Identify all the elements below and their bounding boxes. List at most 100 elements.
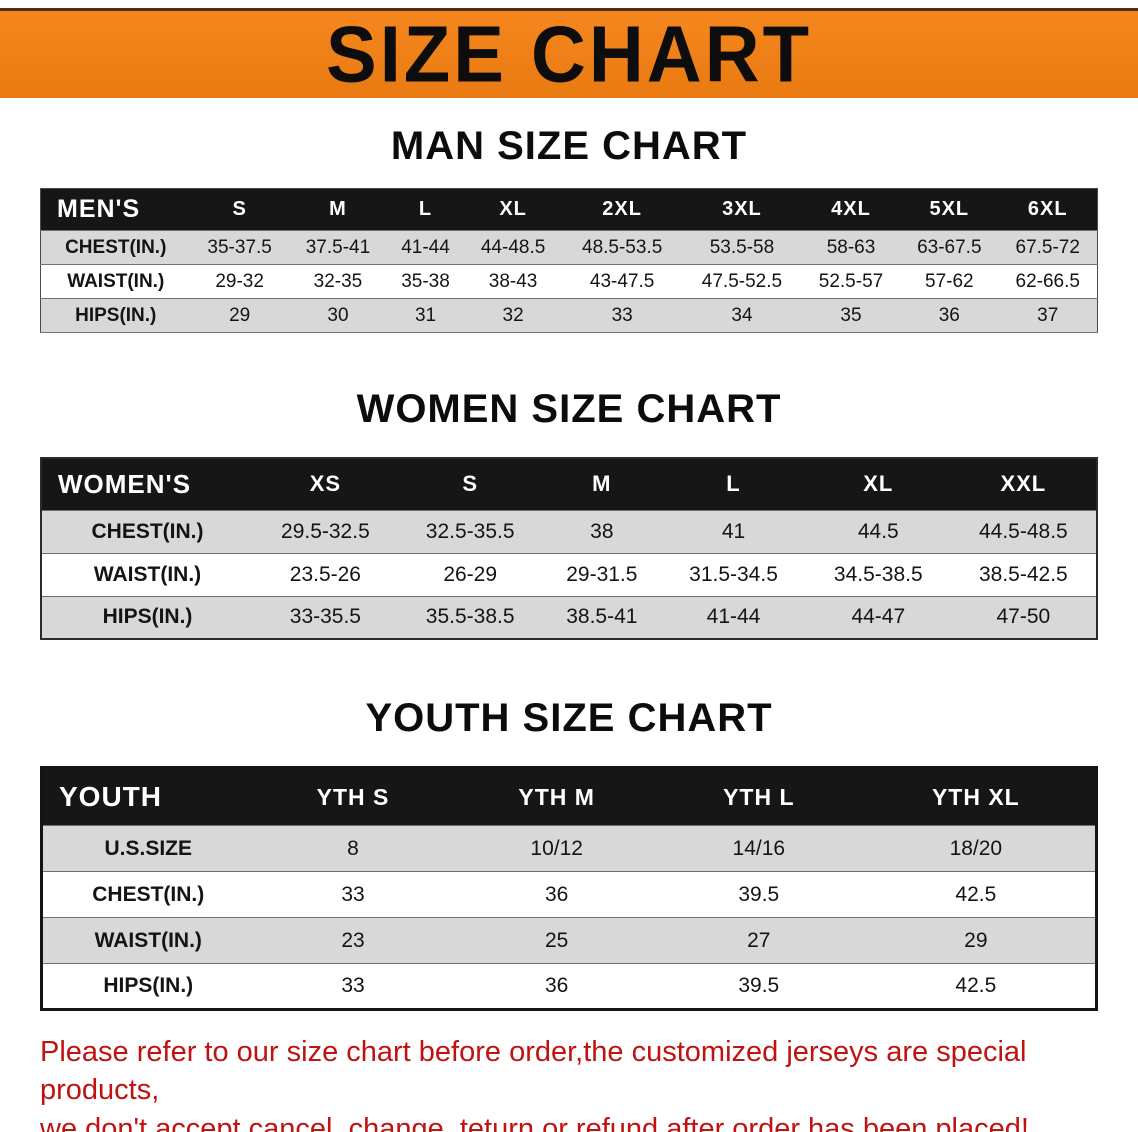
size-header-cell: 5XL bbox=[900, 188, 999, 231]
row-label-cell: U.S.SIZE bbox=[104, 836, 193, 860]
value-cell: 63-67.5 bbox=[917, 236, 982, 258]
table-row: WAIST(IN.) 23.5-26 26-29 29-31.5 31.5-34.5 34… bbox=[41, 553, 1097, 596]
size-header-cell: L bbox=[387, 188, 464, 231]
size-header-cell: YTH M bbox=[452, 767, 661, 826]
row-label-cell: HIPS(IN.) bbox=[75, 304, 157, 326]
size-header-cell: YTH S bbox=[253, 767, 453, 826]
value-cell: 47.5-52.5 bbox=[701, 270, 783, 292]
page-title: SIZE CHART bbox=[326, 9, 812, 99]
value-cell: 35 bbox=[840, 304, 862, 326]
size-header-cell: L bbox=[661, 458, 806, 510]
men-size-table: MEN'S S M L XL 2XL 3XL 4XL 5XL 6XL CHEST(IN.) 35-37… bbox=[40, 188, 1098, 333]
table-row: HIPS(IN.) 29 30 31 32 33 34 35 36 37 bbox=[40, 298, 1098, 333]
value-cell: 34.5-38.5 bbox=[833, 562, 923, 586]
size-header-cell: XS bbox=[253, 458, 398, 510]
value-cell: 26-29 bbox=[443, 562, 498, 586]
value-cell: 41-44 bbox=[401, 236, 450, 258]
table-row: U.S.SIZE 8 10/12 14/16 18/20 bbox=[41, 825, 1097, 872]
table-row: HIPS(IN.) 33 36 39.5 42.5 bbox=[41, 963, 1097, 1010]
value-cell: 44-48.5 bbox=[480, 236, 546, 258]
value-cell: 36 bbox=[545, 974, 569, 997]
value-cell: 33 bbox=[341, 882, 365, 906]
value-cell: 39.5 bbox=[738, 882, 780, 906]
size-header-cell: YTH XL bbox=[856, 767, 1097, 826]
size-header-cell: XXL bbox=[950, 458, 1097, 510]
value-cell: 32 bbox=[502, 304, 524, 326]
row-label-cell: CHEST(IN.) bbox=[65, 236, 167, 258]
row-label-cell: HIPS(IN.) bbox=[102, 605, 193, 629]
value-cell: 67.5-72 bbox=[1015, 236, 1080, 258]
table-title-cell: YOUTH bbox=[41, 767, 254, 826]
size-header-cell: XL bbox=[805, 458, 951, 510]
value-cell: 44.5 bbox=[857, 519, 899, 543]
value-cell: 35-37.5 bbox=[207, 236, 272, 258]
value-cell: 38-43 bbox=[488, 270, 538, 292]
disclaimer-line-1: Please refer to our size chart before or… bbox=[40, 1036, 1027, 1107]
table-title-cell: MEN'S bbox=[40, 188, 191, 231]
value-cell: 31 bbox=[414, 304, 437, 326]
table-row: CHEST(IN.) 35-37.5 37.5-41 41-44 44-48.5 48.5… bbox=[40, 230, 1098, 265]
value-cell: 10/12 bbox=[530, 836, 583, 860]
table-header-row: YOUTH YTH S YTH M YTH L YTH XL bbox=[41, 767, 1097, 826]
row-label-cell: CHEST(IN.) bbox=[92, 882, 205, 906]
size-header-cell: 2XL bbox=[562, 188, 683, 231]
value-cell: 41-44 bbox=[706, 605, 761, 629]
value-cell: 23 bbox=[341, 928, 365, 952]
disclaimer-line-2: we don't accept cancel, change, teturn o… bbox=[40, 1112, 1029, 1132]
value-cell: 32-35 bbox=[313, 270, 363, 292]
value-cell: 37.5-41 bbox=[305, 236, 371, 258]
women-section-heading: WOMEN SIZE CHART bbox=[356, 387, 782, 431]
table-row: WAIST(IN.) 29-32 32-35 35-38 38-43 43-47.5 47.… bbox=[40, 264, 1098, 299]
table-header-row: MEN'S S M L XL 2XL 3XL 4XL 5XL 6XL bbox=[40, 188, 1098, 231]
size-header-cell: 4XL bbox=[801, 188, 901, 231]
value-cell: 36 bbox=[545, 882, 569, 906]
row-label-cell: WAIST(IN.) bbox=[94, 928, 202, 952]
value-cell: 32.5-35.5 bbox=[425, 519, 515, 543]
value-cell: 38.5-42.5 bbox=[978, 562, 1068, 586]
value-cell: 37 bbox=[1037, 304, 1059, 326]
table-row: CHEST(IN.) 29.5-32.5 32.5-35.5 38 41 44.5 44.5… bbox=[41, 510, 1097, 553]
value-cell: 30 bbox=[327, 304, 349, 326]
youth-size-table: YOUTH YTH S YTH M YTH L YTH XL U.S.SIZE 8 10/12… bbox=[40, 766, 1098, 1011]
value-cell: 47-50 bbox=[996, 605, 1051, 629]
value-cell: 38.5-41 bbox=[566, 605, 638, 629]
table-row: CHEST(IN.) 33 36 39.5 42.5 bbox=[41, 871, 1097, 918]
value-cell: 29 bbox=[964, 928, 988, 952]
value-cell: 41 bbox=[721, 519, 746, 543]
size-header-cell: S bbox=[190, 188, 289, 231]
size-header-cell: 3XL bbox=[682, 188, 802, 231]
size-header-cell: XL bbox=[463, 188, 563, 231]
women-size-table: WOMEN'S XS S M L XL XXL CHEST(IN.) 29.5-32.5 32.5… bbox=[40, 457, 1098, 640]
value-cell: 29.5-32.5 bbox=[281, 519, 370, 543]
value-cell: 58-63 bbox=[826, 236, 876, 258]
value-cell: 38 bbox=[590, 519, 614, 543]
size-header-cell: 6XL bbox=[998, 188, 1098, 231]
value-cell: 31.5-34.5 bbox=[689, 562, 778, 586]
value-cell: 29-32 bbox=[215, 270, 264, 292]
value-cell: 36 bbox=[938, 304, 960, 326]
size-header-cell: M bbox=[288, 188, 388, 231]
value-cell: 53.5-58 bbox=[709, 236, 775, 258]
table-title-cell: WOMEN'S bbox=[41, 458, 253, 510]
value-cell: 23.5-26 bbox=[289, 562, 361, 586]
table-header-row: WOMEN'S XS S M L XL XXL bbox=[41, 458, 1097, 510]
value-cell: 33 bbox=[341, 974, 365, 997]
value-cell: 62-66.5 bbox=[1015, 270, 1080, 292]
value-cell: 33-35.5 bbox=[289, 605, 361, 629]
value-cell: 43-47.5 bbox=[589, 270, 655, 292]
value-cell: 29 bbox=[229, 304, 251, 326]
value-cell: 29-31.5 bbox=[566, 562, 638, 586]
value-cell: 57-62 bbox=[925, 270, 974, 292]
value-cell: 44-47 bbox=[851, 605, 906, 629]
value-cell: 25 bbox=[545, 928, 569, 952]
table-row: WAIST(IN.) 23 25 27 29 bbox=[41, 917, 1097, 964]
row-label-cell: HIPS(IN.) bbox=[103, 974, 194, 997]
value-cell: 39.5 bbox=[738, 974, 780, 997]
size-header-cell: YTH L bbox=[660, 767, 857, 826]
value-cell: 8 bbox=[347, 836, 359, 860]
value-cell: 35.5-38.5 bbox=[425, 605, 515, 629]
value-cell: 44.5-48.5 bbox=[978, 519, 1068, 543]
row-label-cell: WAIST(IN.) bbox=[93, 562, 202, 586]
value-cell: 52.5-57 bbox=[818, 270, 884, 292]
